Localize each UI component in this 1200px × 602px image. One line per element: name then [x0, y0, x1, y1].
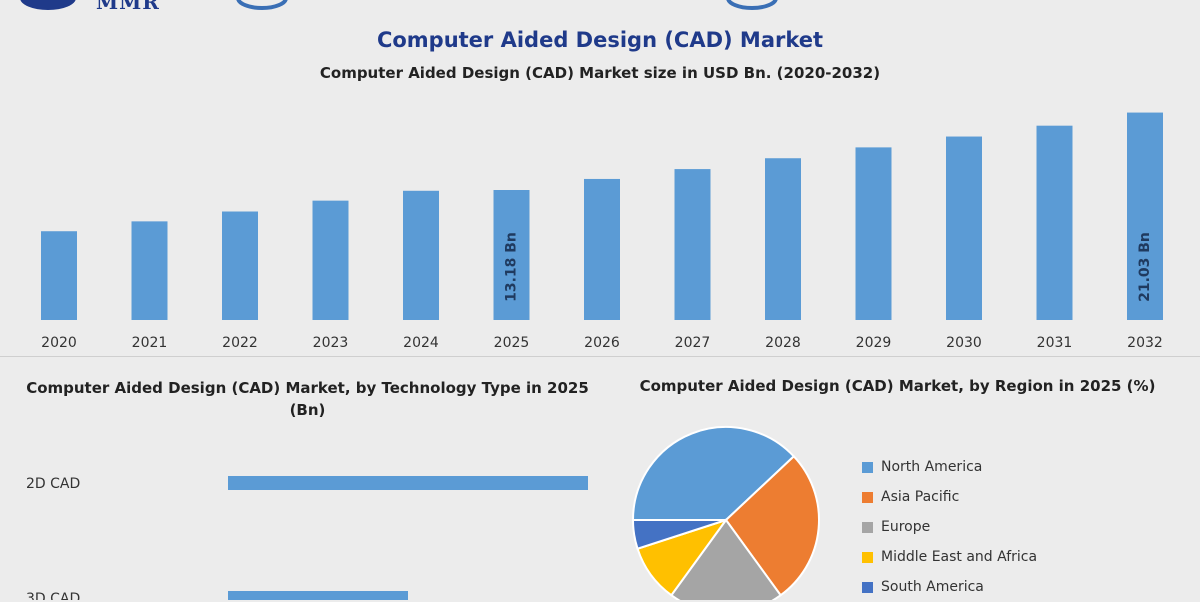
- bar-2031: [1036, 125, 1073, 320]
- pie-slice-europe: [669, 518, 783, 600]
- legend-item: North America: [862, 452, 1037, 482]
- tech-bar-2D CAD: [228, 476, 588, 490]
- bar-2023: [312, 200, 349, 320]
- page-title: Computer Aided Design (CAD) Market: [376, 28, 824, 52]
- legend-item: Asia Pacific: [862, 482, 1037, 512]
- x-tick-label: 2032: [1127, 335, 1163, 351]
- pie-legend: North America Asia Pacific Europe Middle Ea…: [862, 452, 1037, 602]
- legend-label: Middle East and Africa: [881, 549, 1038, 565]
- section-divider: [0, 356, 1200, 357]
- legend-swatch: [862, 491, 873, 503]
- main-chart-title: Computer Aided Design (CAD) Market size …: [319, 64, 881, 82]
- legend-swatch: [862, 581, 873, 593]
- top-strip: [0, 0, 1200, 14]
- legend-label: North America: [881, 459, 983, 475]
- x-tick-label: 2020: [41, 335, 77, 351]
- pie-slice-north-america: [631, 426, 796, 521]
- x-tick-label: 2028: [765, 335, 801, 351]
- bar-2029: [855, 147, 892, 320]
- legend-swatch: [862, 521, 873, 533]
- bar-2028: [765, 158, 801, 320]
- pie-slice-asia-pacific: [724, 454, 820, 597]
- header-decoration: [20, 0, 778, 10]
- x-tick-label: 2024: [403, 335, 439, 351]
- legend-swatch: [862, 461, 873, 473]
- legend-item: South America: [862, 572, 1037, 602]
- legend-label: Asia Pacific: [881, 489, 960, 505]
- pie-slice-south-america: [631, 519, 727, 550]
- bar-2027: [674, 169, 711, 320]
- header-circle-icon: [726, 0, 778, 10]
- tech-bar-3D CAD: [228, 591, 408, 600]
- bar-2025: [493, 189, 530, 320]
- tech-bar-chart: 2D CAD 3D CAD: [26, 476, 588, 600]
- tech-category-label: 3D CAD: [26, 591, 80, 600]
- x-tick-label: 2026: [584, 335, 620, 351]
- data-label: 13.18 Bn: [504, 232, 520, 302]
- legend-label: South America: [881, 579, 984, 595]
- logo-globe-icon: [20, 0, 76, 10]
- legend-item: Europe: [862, 512, 1037, 542]
- legend-swatch: [862, 551, 873, 563]
- tech-chart-title: Computer Aided Design (CAD) Market, by T…: [26, 379, 589, 419]
- tech-category-label: 2D CAD: [26, 476, 80, 492]
- bar-2032: [1127, 112, 1163, 321]
- bar-2030: [946, 136, 982, 320]
- bar-2026: [584, 178, 620, 320]
- x-tick-label: 2022: [222, 335, 258, 351]
- x-tick-label: 2027: [675, 335, 711, 351]
- x-tick-label: 2023: [313, 335, 349, 351]
- main-bar-chart: 2020 2021 2022 2023 2024 2025 13.18 Bn 2026 2027…: [41, 112, 1163, 351]
- x-tick-label: 2029: [856, 335, 892, 351]
- header-circle-icon: [236, 0, 288, 10]
- region-pie-chart: [631, 426, 820, 600]
- data-label: 21.03 Bn: [1137, 232, 1153, 302]
- logo-text: MMR: [96, 0, 160, 14]
- legend-label: Europe: [881, 519, 931, 535]
- x-tick-label: 2021: [132, 335, 168, 351]
- bar-2021: [131, 221, 168, 320]
- region-chart-title: Computer Aided Design (CAD) Market, by R…: [639, 377, 1156, 395]
- x-tick-label: 2025: [494, 335, 530, 351]
- x-tick-label: 2031: [1037, 335, 1073, 351]
- x-tick-label: 2030: [946, 335, 982, 351]
- bar-2024: [403, 190, 439, 320]
- bar-2022: [222, 211, 258, 320]
- legend-item: Middle East and Africa: [862, 542, 1037, 572]
- bar-2020: [41, 231, 77, 320]
